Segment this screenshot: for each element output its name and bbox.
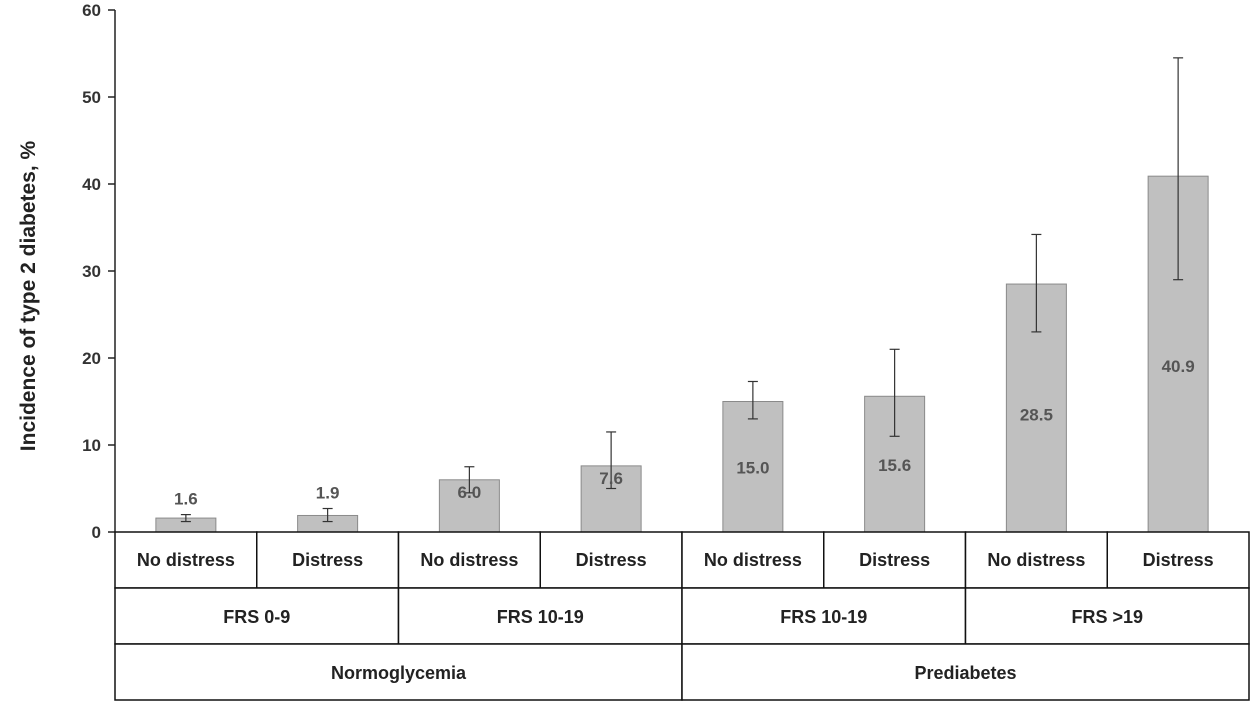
category-label: No distress [137, 550, 235, 570]
category-cell [539, 531, 683, 589]
y-tick-label: 20 [82, 349, 101, 368]
glycemia-group-label: Normoglycemia [331, 663, 467, 683]
frs-group-cell [397, 587, 683, 645]
category-label: No distress [704, 550, 802, 570]
frs-group-cell [964, 587, 1250, 645]
data-label: 40.9 [1162, 357, 1195, 376]
category-label: Distress [576, 550, 647, 570]
y-tick-label: 40 [82, 175, 101, 194]
y-axis-label: Incidence of type 2 diabetes, % [17, 140, 40, 451]
data-label: 15.6 [878, 456, 911, 475]
category-label: No distress [420, 550, 518, 570]
glycemia-group-label: Prediabetes [914, 663, 1016, 683]
y-axis: 0 10 20 30 40 50 60 [82, 1, 116, 542]
data-label: 15.0 [736, 458, 769, 477]
category-cell [823, 531, 967, 589]
category-label: Distress [1143, 550, 1214, 570]
frs-group-label: FRS 10-19 [780, 607, 867, 627]
bar [1147, 175, 1209, 533]
y-tick-label: 30 [82, 262, 101, 281]
data-label: 1.9 [316, 484, 340, 503]
data-label: 6.0 [458, 483, 482, 502]
bars-layer: 1.6 1.9 6.0 7.6 15.0 15.6 28.5 40.9 [155, 57, 1209, 533]
data-label: 7.6 [599, 469, 623, 488]
y-tick-label: 10 [82, 436, 101, 455]
data-label: 28.5 [1020, 405, 1053, 424]
category-table: No distress Distress No distress Distress No… [114, 531, 1250, 701]
category-label: Distress [292, 550, 363, 570]
category-label: Distress [859, 550, 930, 570]
y-tick-label: 50 [82, 88, 101, 107]
category-cell [1106, 531, 1250, 589]
frs-group-label: FRS 0-9 [223, 607, 290, 627]
y-tick-label: 60 [82, 1, 101, 20]
category-cell [681, 531, 825, 589]
data-label: 1.6 [174, 490, 198, 509]
frs-group-label: FRS 10-19 [497, 607, 584, 627]
glycemia-group-cell [681, 643, 1250, 701]
y-tick-label: 0 [92, 523, 101, 542]
frs-group-label: FRS >19 [1071, 607, 1143, 627]
category-label: No distress [987, 550, 1085, 570]
